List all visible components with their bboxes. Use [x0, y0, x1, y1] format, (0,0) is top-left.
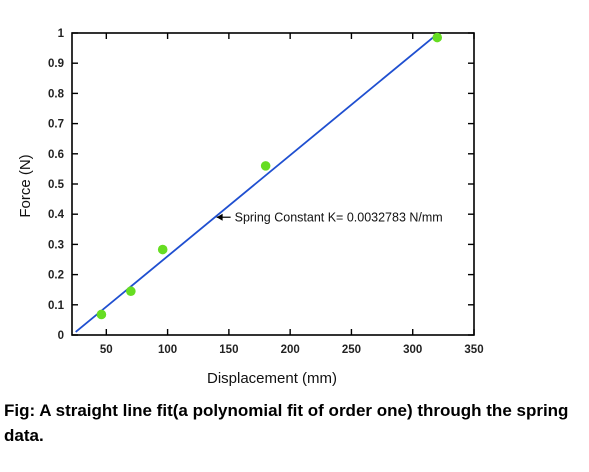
x-tick-label: 50 [100, 344, 113, 356]
x-tick-label: 350 [464, 344, 483, 356]
x-axis-label: Displacement (mm) [207, 370, 337, 387]
x-tick-label: 200 [281, 344, 300, 356]
spring-data-chart: 50 100 150 200 250 300 350 0 0.1 0.2 0.3 0.4 0.5 0.6… [17, 28, 484, 387]
x-tick-label: 250 [342, 344, 361, 356]
data-point [157, 244, 168, 255]
data-point [432, 32, 443, 43]
y-tick-label: 0.3 [48, 239, 64, 251]
data-point [260, 161, 271, 171]
data-point [96, 309, 107, 320]
x-tick-label: 100 [158, 344, 177, 356]
y-axis-ticks: 0 0.1 0.2 0.3 0.4 0.5 0.6 0.7 0.8 0.9 1 [48, 28, 474, 342]
y-tick-label: 0.6 [48, 149, 64, 161]
x-axis-ticks: 50 100 150 200 250 300 350 [100, 33, 484, 356]
fit-line-series [75, 35, 436, 333]
y-tick-label: 0.4 [48, 209, 65, 221]
annotation: Spring Constant K= 0.0032783 N/mm [216, 211, 443, 225]
annotation-arrow-head [216, 213, 223, 221]
y-axis-label: Force (N) [17, 154, 34, 217]
data-point [126, 286, 136, 297]
annotation-text: Spring Constant K= 0.0032783 N/mm [235, 211, 443, 225]
y-tick-label: 1 [58, 28, 65, 40]
y-tick-label: 0.9 [48, 58, 64, 70]
x-tick-label: 300 [403, 344, 422, 356]
y-tick-label: 0.8 [48, 88, 65, 100]
y-tick-label: 0.7 [48, 119, 64, 131]
y-tick-label: 0.5 [48, 179, 65, 191]
figure-caption: Fig: A straight line fit(a polynomial fi… [4, 401, 569, 445]
data-points-series [96, 32, 443, 320]
y-tick-label: 0.2 [48, 270, 64, 282]
y-tick-label: 0 [58, 330, 64, 342]
fit-line [75, 35, 436, 333]
x-tick-label: 150 [219, 344, 238, 356]
y-tick-label: 0.1 [48, 300, 65, 312]
